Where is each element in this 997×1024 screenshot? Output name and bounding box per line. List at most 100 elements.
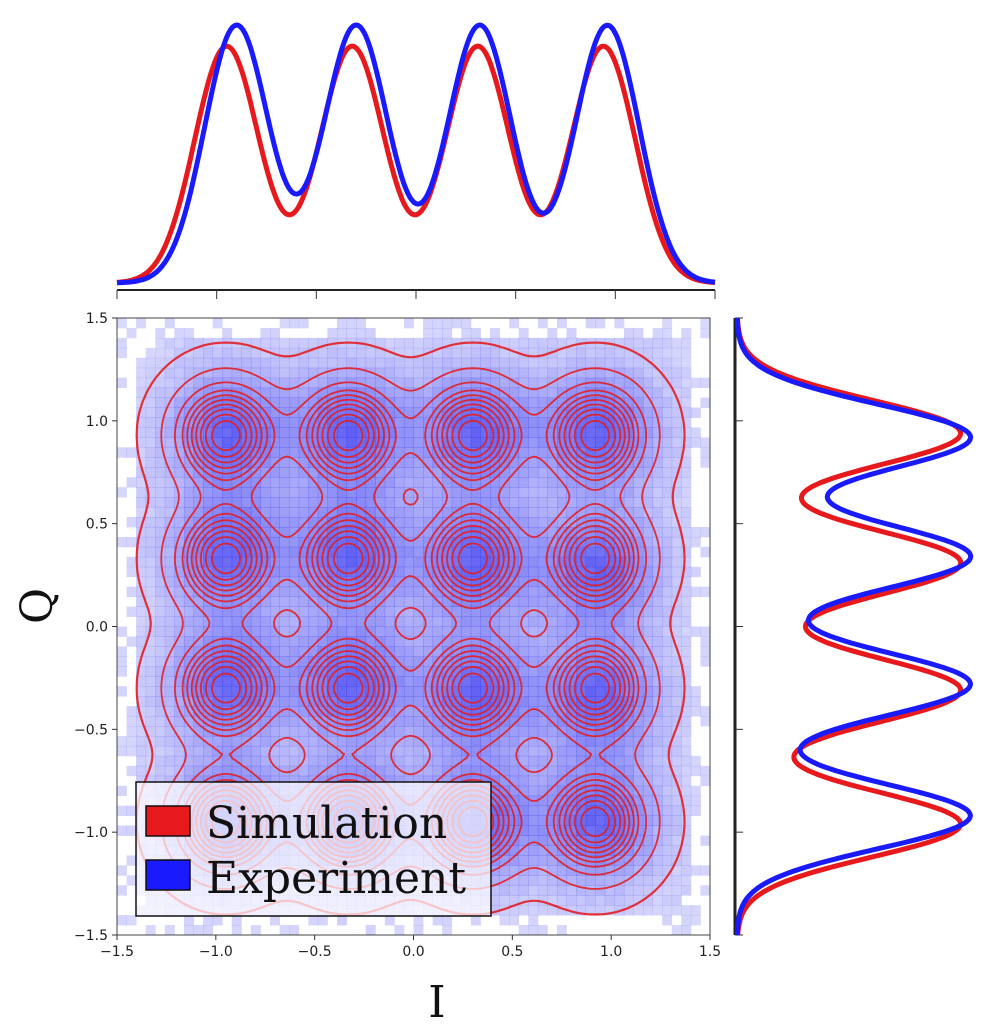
histogram-cell — [289, 457, 300, 468]
histogram-cell — [528, 646, 539, 657]
histogram-cell — [193, 775, 204, 787]
histogram-cell — [174, 586, 185, 598]
histogram-cell — [643, 526, 654, 538]
histogram-cell — [652, 347, 663, 359]
histogram-cell — [461, 576, 472, 588]
histogram-cell — [126, 706, 137, 717]
histogram-cell — [117, 377, 127, 389]
histogram-cell — [126, 765, 137, 777]
histogram-cell — [442, 387, 453, 399]
histogram-cell — [470, 755, 481, 767]
histogram-cell — [260, 467, 271, 478]
histogram-cell — [595, 895, 606, 906]
histogram-cell — [270, 755, 280, 767]
histogram-cell — [509, 318, 520, 329]
histogram-cell — [241, 367, 252, 379]
histogram-cell — [289, 477, 300, 488]
histogram-cell — [461, 765, 472, 777]
histogram-cell — [317, 397, 328, 408]
histogram-cell — [576, 487, 587, 498]
histogram-cell — [174, 437, 185, 448]
histogram-cell — [145, 726, 156, 737]
histogram-cell — [136, 556, 147, 568]
histogram-cell — [375, 616, 386, 627]
histogram-cell — [222, 546, 233, 558]
histogram-cell — [384, 536, 395, 548]
histogram-cell — [643, 875, 654, 886]
histogram-cell — [356, 686, 367, 697]
histogram-cell — [652, 626, 663, 637]
histogram-cell — [413, 477, 424, 488]
histogram-cell — [681, 726, 692, 737]
histogram-cell — [585, 875, 596, 886]
histogram-cell — [490, 636, 500, 647]
histogram-cell — [193, 666, 204, 677]
histogram-cell — [222, 556, 233, 568]
histogram-cell — [528, 815, 539, 826]
histogram-cell — [231, 626, 242, 637]
histogram-cell — [384, 397, 395, 408]
histogram-cell — [136, 606, 147, 617]
histogram-cell — [289, 676, 300, 687]
histogram-cell — [164, 666, 175, 677]
histogram-cell — [662, 477, 673, 488]
histogram-cell — [671, 895, 682, 906]
histogram-cell — [643, 576, 654, 588]
histogram-cell — [317, 696, 328, 707]
marginal-Q-simulation-line — [735, 317, 964, 936]
histogram-cell — [365, 437, 376, 448]
histogram-cell — [461, 357, 472, 369]
histogram-cell — [681, 397, 692, 408]
histogram-cell — [537, 487, 548, 498]
histogram-cell — [384, 696, 395, 707]
histogram-cell — [203, 676, 214, 687]
histogram-cell — [222, 775, 233, 787]
histogram-cell — [289, 417, 300, 428]
histogram-cell — [423, 646, 434, 657]
histogram-cell — [203, 357, 214, 369]
histogram-cell — [423, 676, 434, 687]
histogram-cell — [308, 357, 319, 369]
histogram-cell — [451, 318, 462, 329]
histogram-cell — [432, 915, 443, 926]
histogram-cell — [126, 735, 137, 747]
histogram-cell — [356, 327, 367, 339]
histogram-cell — [623, 626, 634, 637]
histogram-cell — [528, 517, 539, 528]
histogram-cell — [490, 616, 500, 627]
histogram-cell — [499, 407, 510, 418]
histogram-cell — [394, 447, 405, 458]
histogram-cell — [250, 467, 261, 478]
histogram-cell — [528, 875, 539, 886]
histogram-cell — [289, 755, 300, 767]
histogram-cell — [279, 596, 290, 607]
histogram-cell — [222, 467, 233, 478]
histogram-cell — [270, 596, 280, 607]
histogram-cell — [403, 357, 414, 369]
histogram-cell — [423, 427, 434, 438]
histogram-cell — [250, 566, 261, 578]
histogram-cell — [662, 507, 673, 518]
histogram-cell — [394, 507, 405, 518]
histogram-cell — [490, 387, 500, 399]
histogram-cell — [298, 765, 309, 777]
histogram-cell — [260, 646, 271, 657]
histogram-cell — [585, 676, 596, 687]
histogram-cell — [662, 566, 673, 578]
histogram-cell — [270, 636, 280, 647]
histogram-cell — [643, 427, 654, 438]
histogram-cell — [480, 765, 491, 777]
histogram-cell — [442, 377, 453, 389]
histogram-cell — [356, 735, 367, 747]
histogram-cell — [279, 616, 290, 627]
histogram-cell — [432, 706, 443, 717]
histogram-cell — [279, 646, 290, 657]
histogram-cell — [136, 676, 147, 687]
histogram-cell — [528, 865, 539, 876]
histogram-cell — [145, 596, 156, 607]
histogram-cell — [183, 716, 194, 727]
histogram-cell — [499, 825, 510, 836]
histogram-cell — [671, 357, 682, 369]
histogram-cell — [222, 666, 233, 677]
histogram-cell — [212, 726, 223, 737]
